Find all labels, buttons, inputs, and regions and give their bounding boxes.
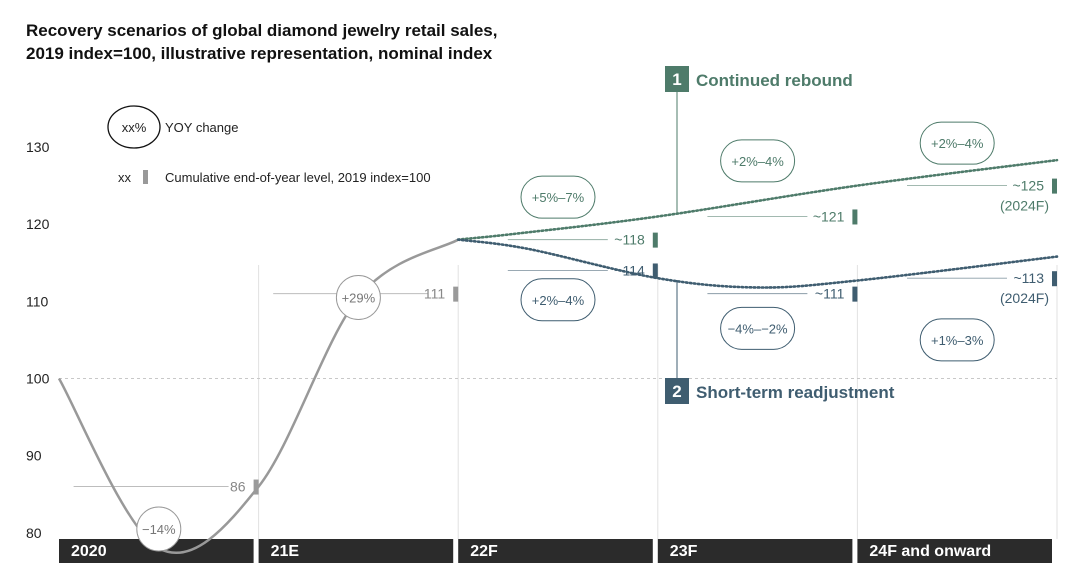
period-bar — [258, 539, 454, 563]
legend-yoy-circle-icon — [107, 105, 161, 149]
yoy-circle — [335, 274, 381, 320]
period-label: 22F — [470, 543, 498, 560]
level-label: ~125 — [1012, 178, 1044, 194]
yoy-label: −4%–−2% — [728, 321, 788, 336]
level-label: ~114 — [614, 262, 645, 278]
level-label: ~121 — [813, 208, 845, 224]
period-bar — [857, 539, 1052, 563]
period-label: 23F — [670, 543, 698, 560]
yoy-label: +2%–4% — [931, 136, 984, 151]
y-tick-label: 120 — [26, 216, 50, 232]
level-label: ~118 — [614, 232, 645, 248]
yoy-label: +5%–7% — [532, 190, 585, 205]
chart-title-line-1: Recovery scenarios of global diamond jew… — [26, 21, 497, 40]
period-label: 24F and onward — [869, 543, 991, 560]
yoy-bubble — [919, 121, 995, 165]
level-marker — [1052, 271, 1057, 287]
level-marker — [1052, 178, 1057, 194]
scenario-1-number: 1 — [672, 70, 681, 89]
level-label: ~113 — [1014, 270, 1045, 286]
yoy-bubble — [520, 278, 596, 322]
legend: xx% YOY change xx Cumulative end-of-year… — [107, 105, 431, 185]
y-axis: 80 90 100 110 120 130 — [26, 139, 50, 541]
scenario-2-number: 2 — [672, 382, 681, 401]
y-tick-label: 100 — [26, 371, 50, 387]
yoy-bubble — [720, 139, 796, 183]
scenario-1-name: Continued rebound — [696, 71, 853, 90]
legend-level-symbol: xx — [118, 170, 132, 185]
scenario-line-rebound — [456, 158, 1059, 241]
level-marker — [253, 479, 259, 495]
yoy-circle — [136, 506, 182, 552]
level-label: 111 — [424, 286, 445, 302]
y-tick-label: 130 — [26, 139, 50, 155]
level-marker — [852, 286, 858, 302]
yoy-label: +2%–4% — [731, 154, 784, 169]
legend-yoy-symbol: xx% — [122, 120, 147, 135]
level-label: 86 — [230, 479, 246, 495]
period-label: 2020 — [71, 543, 107, 560]
scenario-1-number-box — [665, 66, 689, 92]
yoy-label: +2%–4% — [532, 293, 585, 308]
chart-title-line-2: 2019 index=100, illustrative representat… — [26, 44, 493, 63]
scenario-2-name: Short-term readjustment — [696, 383, 895, 402]
period-bar — [458, 539, 653, 563]
plot-area — [57, 158, 1059, 555]
yoy-bubble — [720, 306, 796, 350]
level-label: ~111 — [815, 286, 845, 302]
level-marker — [453, 286, 459, 302]
scenario-end-note: (2024F) — [1000, 290, 1049, 306]
yoy-bubble — [520, 175, 596, 219]
data-labels: 86 111 −14% +29% ~118 ~121 ~125 (2024F) +5%–7% +2… — [136, 66, 1057, 552]
y-tick-label: 90 — [26, 448, 42, 464]
scenario-line-readjust — [456, 238, 1059, 289]
period-axis: 2020 21E 22F 23F 24F and onward — [59, 539, 1052, 563]
level-marker — [652, 232, 658, 248]
yoy-label: −14% — [142, 522, 176, 537]
y-tick-label: 110 — [26, 293, 49, 309]
level-marker — [652, 263, 658, 279]
legend-level-marker-icon — [143, 170, 148, 184]
level-marker — [852, 209, 858, 225]
scenario-end-note: (2024F) — [1000, 198, 1049, 214]
yoy-bubble — [919, 318, 995, 362]
scenario-2-number-box — [665, 378, 689, 404]
y-tick-label: 80 — [26, 525, 42, 541]
period-label: 21E — [271, 543, 300, 560]
period-bar — [657, 539, 853, 563]
legend-level-label: Cumulative end-of-year level, 2019 index… — [165, 170, 431, 185]
legend-yoy-label: YOY change — [165, 120, 238, 135]
yoy-label: +1%–3% — [931, 333, 984, 348]
yoy-label: +29% — [342, 290, 376, 305]
